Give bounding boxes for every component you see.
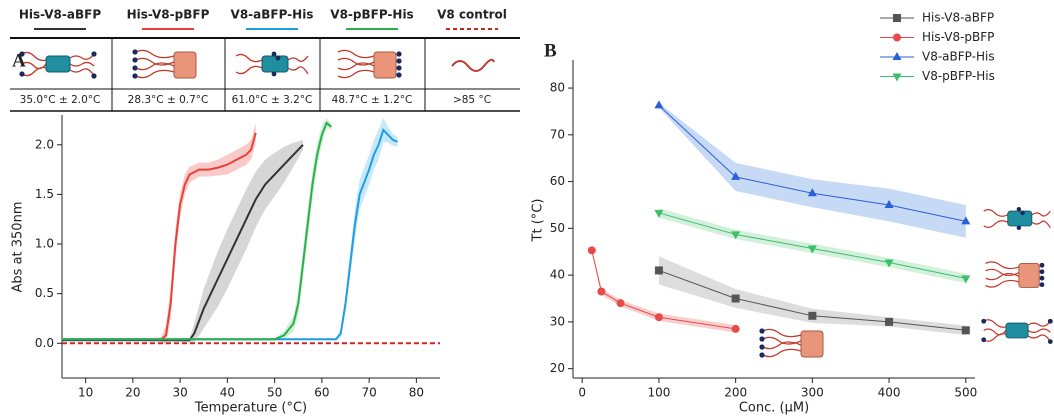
data-line	[62, 121, 332, 341]
marker	[654, 266, 663, 275]
legend-label: His-V8-aBFP	[922, 11, 994, 25]
x-tick-label: 100	[647, 386, 670, 400]
marker	[884, 199, 894, 208]
x-tick-label: 400	[878, 386, 901, 400]
marker	[731, 324, 740, 333]
construct-icon	[983, 206, 1051, 231]
transition-temperature: 35.0°C ± 2.0°C	[20, 94, 101, 106]
construct-icon	[131, 48, 197, 80]
y-tick-label: 1.5	[35, 187, 54, 201]
marker	[885, 317, 894, 326]
data-line	[62, 132, 257, 341]
marker	[597, 287, 606, 296]
y-tick-label: 0.0	[35, 336, 54, 350]
marker	[961, 216, 971, 225]
x-tick-label: 0	[578, 386, 586, 400]
marker	[961, 275, 971, 284]
legend-label: V8-aBFP-His	[922, 50, 995, 64]
table-header: His-V8-aBFP	[19, 8, 101, 22]
transition-temperature: >85 °C	[453, 94, 491, 106]
marker	[654, 313, 663, 322]
y-tick-label: 1.0	[35, 237, 54, 251]
construct-icon	[18, 50, 98, 80]
marker	[731, 171, 741, 180]
marker	[808, 311, 817, 320]
x-tick-label: 40	[220, 386, 235, 400]
y-axis-title: Abs at 350nm	[11, 202, 26, 293]
marker	[961, 326, 970, 335]
marker	[807, 188, 817, 197]
legend-marker	[893, 33, 901, 42]
marker	[884, 259, 894, 268]
error-band	[62, 139, 303, 344]
construct-icon	[451, 58, 495, 72]
construct-icon	[980, 318, 1054, 345]
x-axis-title: Temperature (°C)	[194, 401, 307, 416]
y-tick-label: 2.0	[35, 137, 54, 151]
marker	[807, 245, 817, 254]
marker	[654, 209, 664, 218]
marker	[731, 231, 741, 240]
error-band	[658, 103, 966, 238]
construct-icon	[758, 327, 824, 359]
marker	[654, 100, 664, 109]
construct-icon	[984, 261, 1045, 289]
legend-marker	[892, 52, 902, 60]
y-tick-label: 0.5	[35, 286, 54, 300]
transition-temperature: 61.0°C ± 3.2°C	[232, 94, 313, 106]
marker	[587, 246, 596, 255]
construct-table: His-V8-aBFP His-V8-pBFP V8-aBFP-His V8-p…	[10, 8, 520, 112]
x-tick-label: 80	[409, 386, 424, 400]
table-header: V8-aBFP-His	[231, 8, 314, 22]
legend-marker	[892, 73, 902, 82]
legend-label: His-V8-pBFP	[922, 30, 994, 44]
panel-label: A	[12, 50, 26, 71]
x-tick-label: 10	[78, 386, 93, 400]
y-tick-label: 30	[550, 314, 565, 328]
y-tick-label: 60	[550, 174, 565, 188]
x-tick-label: 500	[954, 386, 977, 400]
error-band	[591, 247, 736, 333]
table-header: His-V8-pBFP	[127, 8, 210, 22]
data-line	[62, 144, 304, 342]
table-header: V8 control	[437, 8, 507, 22]
marker	[731, 294, 740, 303]
x-tick-label: 200	[724, 386, 747, 400]
panel-label: B	[544, 40, 557, 61]
x-tick-label: 300	[801, 386, 824, 400]
y-tick-label: 80	[550, 81, 565, 95]
legend-marker	[893, 14, 901, 22]
x-axis-title: Conc. (μM)	[739, 401, 809, 416]
x-tick-label: 60	[314, 386, 329, 400]
x-tick-label: 20	[125, 386, 140, 400]
y-tick-label: 50	[550, 221, 565, 235]
table-header: V8-pBFP-His	[330, 8, 413, 22]
transition-temperature: 28.3°C ± 0.7°C	[128, 94, 209, 106]
x-tick-label: 30	[172, 386, 187, 400]
x-tick-label: 50	[267, 386, 282, 400]
marker	[616, 299, 625, 308]
y-axis-title: Tt (°C)	[531, 199, 546, 243]
legend-label: V8-pBFP-His	[922, 69, 995, 83]
y-tick-label: 20	[550, 361, 565, 375]
y-tick-label: 40	[550, 268, 565, 282]
construct-icon	[337, 49, 403, 79]
y-tick-label: 70	[550, 127, 565, 141]
construct-icon	[235, 50, 309, 78]
x-tick-label: 70	[361, 386, 376, 400]
transition-temperature: 48.7°C ± 1.2°C	[332, 94, 413, 106]
data-line	[62, 127, 398, 341]
